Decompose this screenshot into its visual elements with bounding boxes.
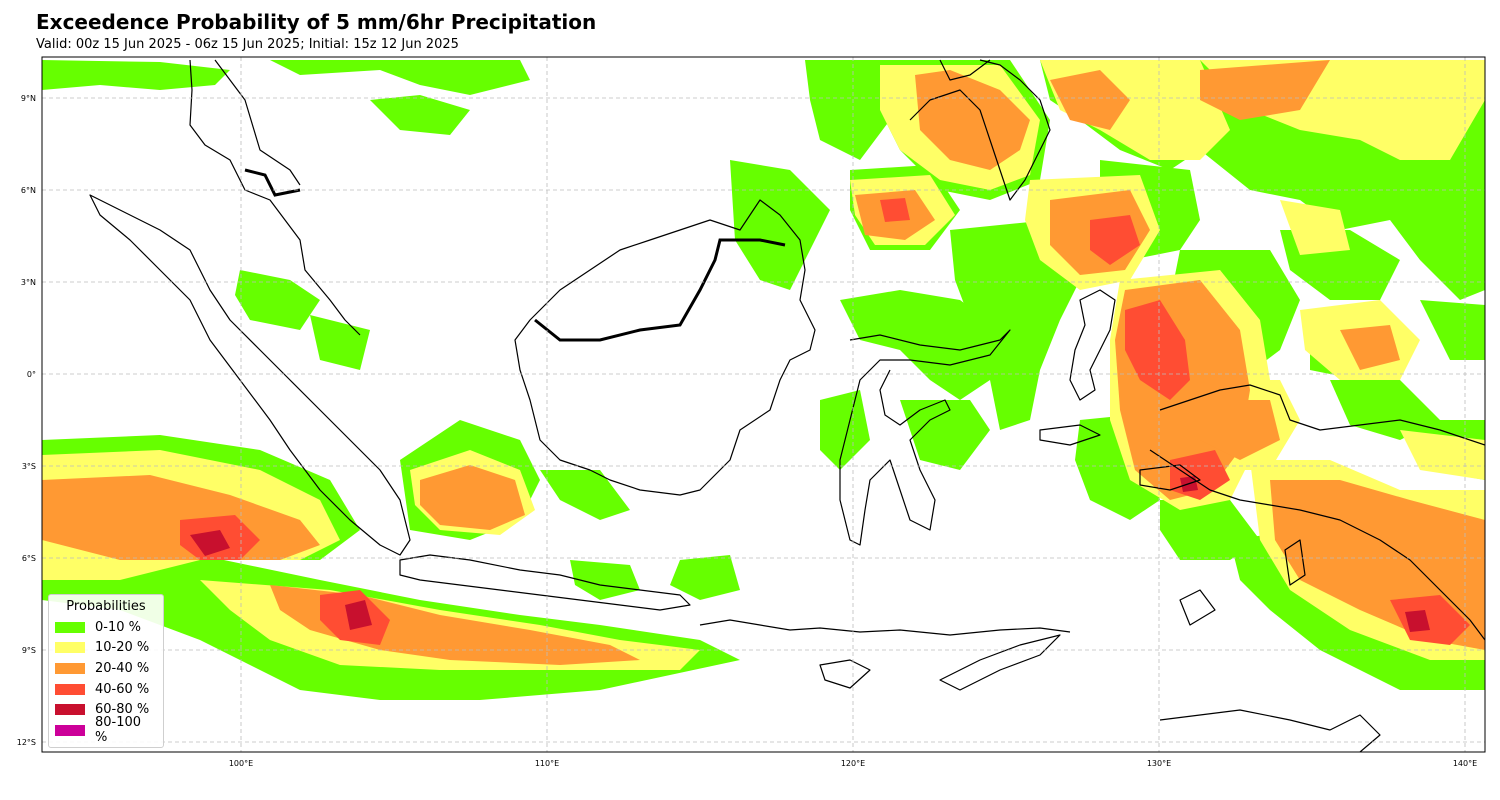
legend-title: Probabilities [66,599,146,614]
lat-tick-label: 6°S [22,554,36,563]
lat-tick-label: 3°N [21,278,36,287]
lat-tick-label: 3°S [22,462,36,471]
lat-tick-label: 12°S [17,738,36,747]
legend-label: 40-60 % [95,681,150,697]
legend: Probabilities 0-10 % 10-20 % 20-40 % 40-… [48,594,164,748]
legend-swatch [55,662,85,674]
legend-label: 20-40 % [95,660,150,676]
legend-item: 80-100 % [55,715,157,745]
legend-item: 0-10 % [55,617,157,638]
legend-item: 60-80 % [55,699,157,720]
map-subtitle: Valid: 00z 15 Jun 2025 - 06z 15 Jun 2025… [36,37,459,52]
map-frame [41,56,1486,753]
lat-tick-label: 6°N [21,186,36,195]
border-borneo [244,168,786,342]
lat-tick-label: 9°N [21,94,36,103]
lon-tick-label: 120°E [841,759,865,768]
lon-tick-label: 140°E [1453,759,1477,768]
legend-label: 80-100 % [95,715,142,746]
legend-item: 10-20 % [55,638,157,659]
lon-tick-label: 130°E [1147,759,1171,768]
lon-tick-label: 100°E [229,759,253,768]
legend-swatch [55,683,85,695]
graticule [42,57,1485,752]
legend-label: 0-10 % [95,619,141,635]
legend-swatch [55,724,85,736]
prob-band-60-80 [190,476,1430,632]
lon-tick-label: 110°E [535,759,559,768]
lat-tick-label: 9°S [22,646,36,655]
legend-label: 10-20 % [95,640,150,656]
probability-layer [42,60,1485,700]
legend-swatch [55,704,85,716]
lat-tick-label: 0° [27,370,36,379]
legend-item: 20-40 % [55,658,157,679]
prob-band-40-60 [180,198,1470,645]
legend-swatch [55,642,85,654]
legend-swatch [55,621,85,633]
legend-item: 40-60 % [55,679,157,700]
legend-label: 60-80 % [95,702,150,718]
map-title: Exceedence Probability of 5 mm/6hr Preci… [36,10,597,34]
coastlines [89,59,1485,752]
